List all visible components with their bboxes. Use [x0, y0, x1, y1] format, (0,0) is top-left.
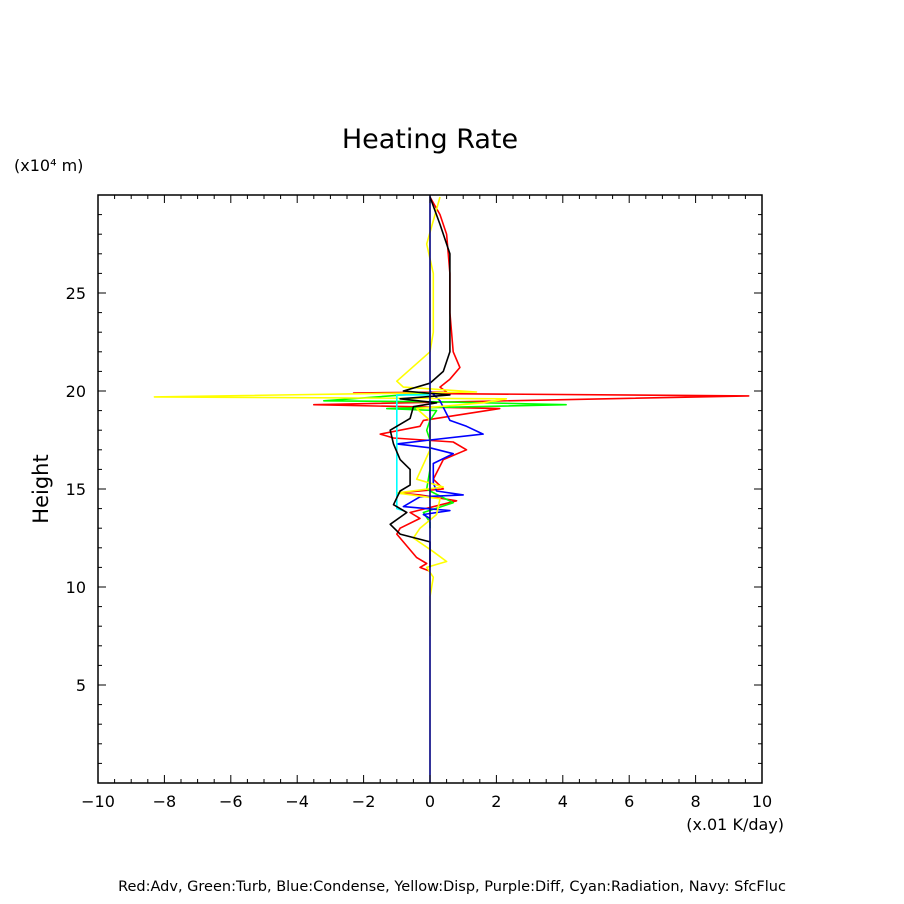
plot-frame: [97, 194, 763, 784]
series-line-1: [322, 392, 567, 529]
x-tick-label: 4: [558, 792, 568, 811]
x-tick-label: 10: [752, 792, 772, 811]
y-unit-label: (x10⁴ m): [14, 156, 83, 175]
y-axis-label: Height: [29, 454, 53, 523]
x-tick-label: −6: [219, 792, 243, 811]
x-tick-label: −2: [352, 792, 376, 811]
y-tick-label: 10: [66, 578, 86, 597]
x-tick-label: −8: [153, 792, 177, 811]
x-axis-label: (x.01 K/day): [686, 815, 784, 834]
x-tick-label: −4: [285, 792, 309, 811]
series-layer: [153, 195, 750, 783]
y-tick-label: 5: [76, 676, 86, 695]
x-tick-label: 0: [425, 792, 435, 811]
x-tick-label: 6: [624, 792, 634, 811]
legend-footer: Red:Adv, Green:Turb, Blue:Condense, Yell…: [118, 879, 786, 895]
x-tick-label: −10: [81, 792, 115, 811]
tick-labels: −10 −8 −6 −4 −2 0 2 4 6 8 10 5 10 15 20 25: [66, 284, 773, 811]
y-tick-label: 20: [66, 382, 86, 401]
x-tick-label: 2: [491, 792, 501, 811]
x-tick-label: 8: [691, 792, 701, 811]
series-line-0: [312, 196, 750, 573]
series-line-2: [395, 390, 484, 520]
chart-title: Heating Rate: [342, 124, 518, 155]
series-line-5: [389, 196, 451, 568]
y-tick-label: 25: [66, 284, 86, 303]
y-tick-label: 15: [66, 480, 86, 499]
